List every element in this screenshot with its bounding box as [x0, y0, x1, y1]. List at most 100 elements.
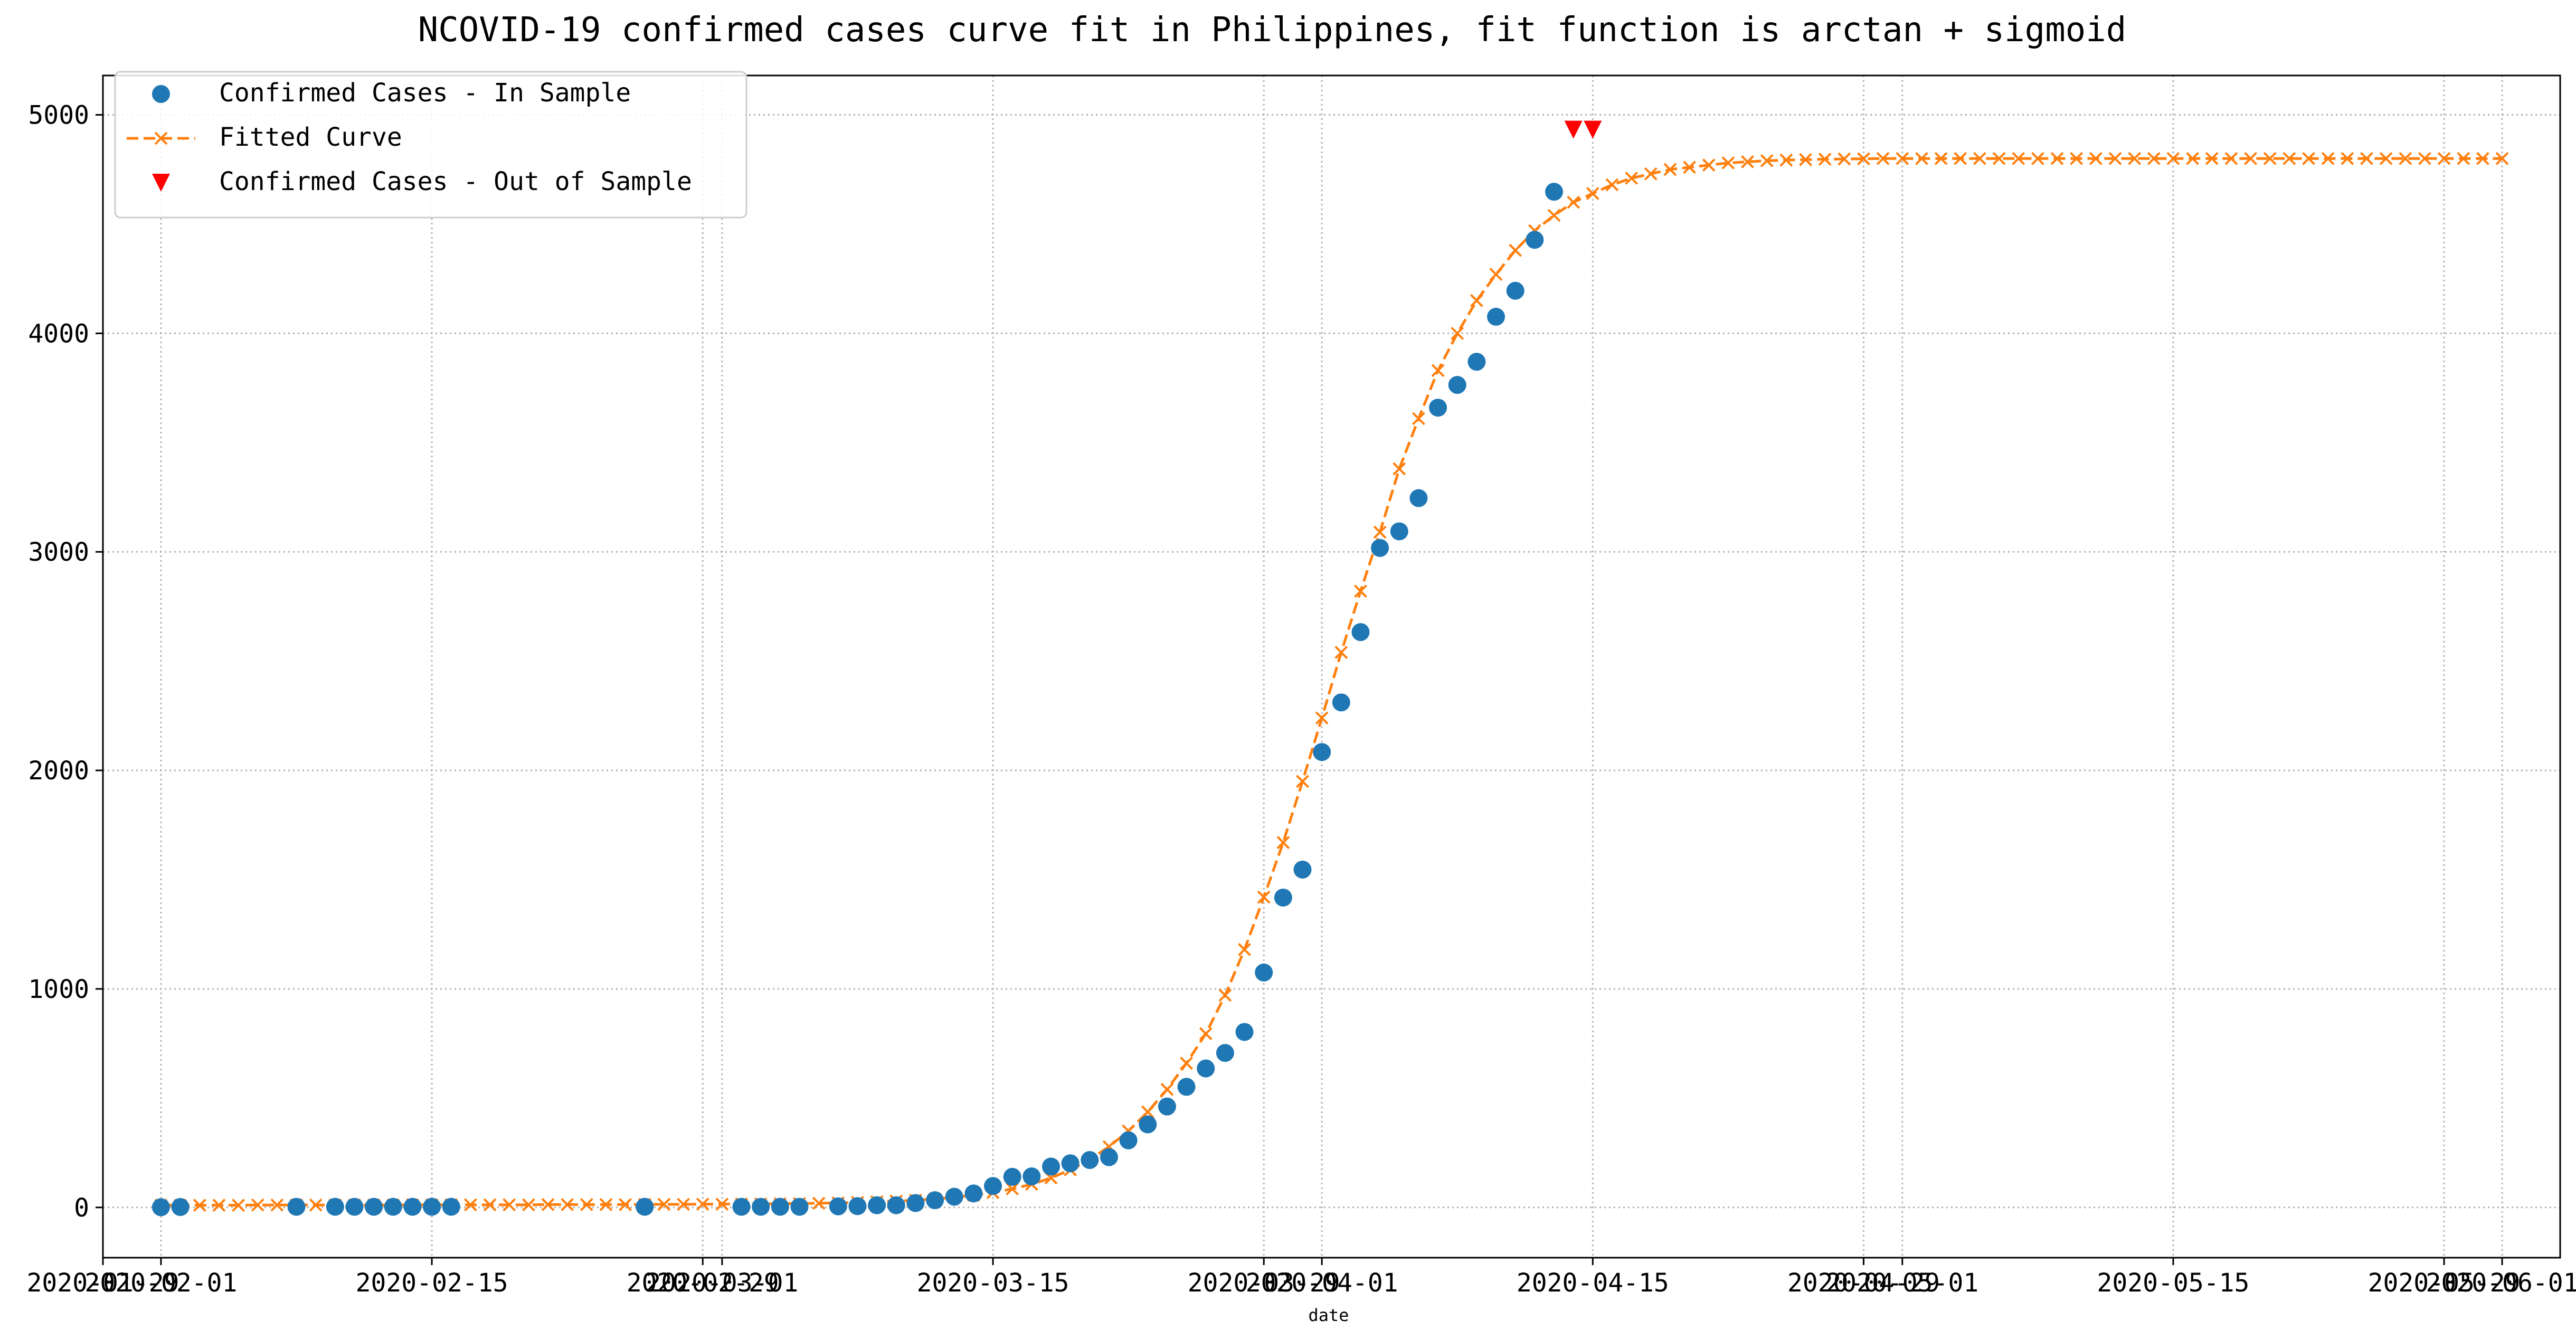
x-axis-label: date [1308, 1305, 1349, 1325]
fitted-curve-marker [2418, 152, 2431, 165]
in-sample-point [1042, 1157, 1060, 1176]
in-sample-point [868, 1196, 886, 1214]
in-sample-point [984, 1177, 1002, 1195]
fitted-curve-marker [1160, 1082, 1174, 1096]
fitted-curve-marker [715, 1197, 729, 1211]
out-of-sample-point [1584, 120, 1602, 139]
fitted-curve-marker [1644, 167, 1658, 181]
fitted-curve-marker [1915, 152, 1928, 165]
in-sample-point [790, 1197, 809, 1216]
fitted-curve-marker [1934, 152, 1948, 165]
fitted-curve-marker [541, 1198, 555, 1211]
in-sample-point [345, 1197, 364, 1216]
fitted-curve-marker [1257, 890, 1271, 904]
fitted-curve-marker [1141, 1105, 1154, 1119]
in-sample-point [752, 1197, 770, 1216]
legend-marker-in-sample [152, 85, 170, 103]
in-sample-point [1081, 1151, 1099, 1170]
in-sample-point [1506, 281, 1524, 300]
fitted-curve-marker [1547, 209, 1561, 222]
fitted-curve-marker [1741, 155, 1754, 168]
fitted-curve-marker [2341, 152, 2354, 165]
x-tick-label: 2020-03-29 [1188, 1268, 1340, 1298]
fitted-curve-marker [2089, 152, 2103, 165]
in-sample-point [1313, 743, 1331, 761]
legend-box [114, 71, 747, 219]
fitted-curve-marker [696, 1197, 709, 1211]
fitted-curve-marker [1954, 152, 1967, 165]
x-tick-label: 2020-01-29 [27, 1268, 179, 1298]
fitted-curve-marker [1760, 154, 1774, 167]
in-sample-point [1371, 539, 1389, 557]
chart-title: NCOVID-19 confirmed cases curve fit in P… [418, 11, 2127, 50]
fitted-curve-marker [1876, 152, 1890, 165]
in-sample-point [1448, 376, 1466, 394]
fitted-curve-marker [2205, 152, 2219, 165]
x-tick-label: 2020-04-15 [1517, 1268, 1669, 1298]
fitted-curve-marker [1683, 161, 1697, 174]
in-sample-point [906, 1194, 925, 1212]
in-sample-point [945, 1187, 963, 1206]
in-sample-point [1216, 1044, 1234, 1062]
fitted-curve-marker [2263, 152, 2277, 165]
in-sample-point [365, 1197, 383, 1216]
fitted-curve-marker [2128, 152, 2142, 165]
legend-label-in-sample: Confirmed Cases - In Sample [219, 78, 631, 108]
fitted-curve-marker [1509, 243, 1522, 257]
legend: Confirmed Cases - In Sample Fitted Curve C… [114, 71, 747, 219]
x-tick-label: 2020-05-15 [2097, 1268, 2249, 1298]
fitted-curve-marker [1838, 152, 1851, 166]
fitted-curve-marker [1431, 364, 1445, 378]
in-sample-point [1487, 307, 1505, 326]
in-sample-point [1255, 963, 1273, 982]
fitted-curve-marker [1218, 988, 1232, 1002]
x-tick-label: 2020-05-29 [2368, 1268, 2521, 1298]
fitted-curve-line [160, 157, 2503, 1207]
fitted-curve-marker [1702, 158, 1716, 172]
in-sample-point [171, 1197, 190, 1216]
legend-marker-fitted [154, 131, 168, 145]
plot-series [151, 120, 2509, 1217]
fitted-curve-marker [1857, 152, 1870, 166]
fitted-curve-marker [1199, 1027, 1213, 1041]
fitted-curve-marker [2476, 152, 2489, 165]
x-tick-label: 2020-02-29 [627, 1268, 779, 1298]
legend-label-out-of-sample: Confirmed Cases - Out of Sample [219, 167, 692, 196]
fitted-curve-marker [599, 1198, 613, 1211]
fitted-curve-marker [2495, 152, 2509, 165]
fitted-curve-marker [212, 1199, 226, 1212]
fitted-curve-marker [1567, 195, 1580, 209]
fitted-curve-marker [657, 1197, 671, 1211]
legend-marker-out-of-sample [152, 174, 170, 192]
in-sample-point [151, 1198, 170, 1217]
fitted-curve-marker [2147, 152, 2161, 165]
fitted-curve-marker [1296, 775, 1309, 788]
fitted-curve-marker [1470, 294, 1483, 307]
in-sample-point [1100, 1148, 1118, 1166]
fitted-curve-marker [1896, 152, 1909, 165]
in-sample-point [326, 1197, 344, 1216]
y-tick-label: 3000 [28, 538, 89, 567]
in-sample-point [1545, 183, 1564, 201]
in-sample-point [1429, 399, 1447, 417]
x-tick-label: 2020-04-01 [1246, 1268, 1398, 1298]
y-tick-label: 5000 [28, 100, 89, 130]
fitted-curve-marker [483, 1198, 497, 1212]
fitted-curve-marker [1779, 153, 1793, 167]
fitted-curve-marker [1354, 584, 1367, 598]
in-sample-point [1022, 1167, 1041, 1186]
out-of-sample-point [1564, 120, 1583, 139]
legend-label-fitted: Fitted Curve [219, 122, 402, 152]
fitted-curve-marker [2437, 152, 2451, 165]
y-tick-label: 1000 [28, 975, 89, 1004]
fitted-curve-marker [1006, 1182, 1019, 1196]
fitted-curve-marker [1393, 462, 1406, 476]
fitted-curve-marker [2457, 152, 2470, 165]
x-tick-label: 2020-03-01 [646, 1268, 798, 1298]
y-tick-label: 0 [74, 1193, 89, 1223]
in-sample-point [1274, 888, 1292, 907]
fitted-curve-marker [1334, 646, 1348, 659]
in-sample-point [1061, 1154, 1079, 1173]
